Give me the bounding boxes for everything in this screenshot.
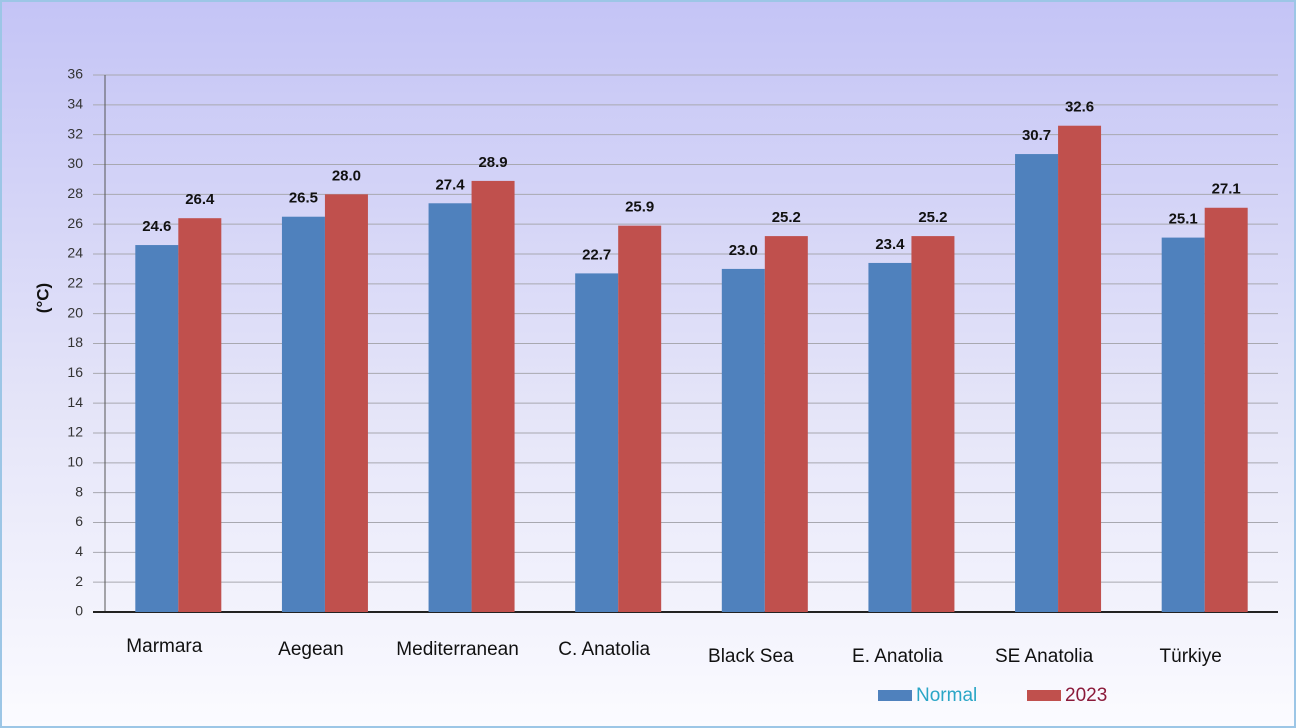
bar (721, 268, 765, 612)
bar (324, 194, 368, 613)
value-label: 30.7 (1022, 127, 1051, 144)
y-tick-label: 30 (67, 155, 83, 171)
y-tick-label: 6 (75, 513, 83, 529)
bar (1015, 154, 1059, 612)
bar (868, 262, 912, 612)
bar (135, 245, 179, 613)
x-tick-label: E. Anatolia (852, 646, 943, 667)
bar (1058, 125, 1102, 612)
legend-label: 2023 (1065, 685, 1107, 706)
legend-swatch (1027, 690, 1061, 701)
y-tick-label: 36 (67, 66, 83, 82)
value-label: 23.4 (875, 236, 905, 253)
y-tick-label: 16 (67, 364, 83, 380)
bar (178, 218, 222, 612)
x-tick-label: Aegean (278, 639, 344, 660)
y-axis-label: (°C) (33, 283, 52, 313)
bar (911, 236, 955, 612)
bar (1161, 237, 1205, 612)
value-label: 28.9 (478, 154, 507, 171)
y-tick-label: 18 (67, 334, 83, 350)
value-label: 26.4 (185, 191, 215, 208)
y-tick-label: 12 (67, 424, 83, 440)
y-tick-label: 20 (67, 304, 83, 320)
value-label: 27.1 (1212, 181, 1241, 198)
bar (281, 216, 325, 613)
value-label: 23.0 (729, 242, 758, 259)
y-tick-label: 14 (67, 394, 83, 410)
x-tick-label: Mediterranean (396, 639, 519, 660)
value-label: 25.9 (625, 199, 654, 216)
y-tick-label: 8 (75, 483, 83, 499)
x-tick-label: Marmara (126, 636, 202, 657)
y-tick-label: 26 (67, 215, 83, 231)
bar (471, 180, 515, 613)
legend-swatch (878, 690, 912, 701)
y-tick-label: 4 (75, 543, 83, 559)
bar (575, 273, 619, 612)
y-tick-label: 22 (67, 275, 83, 291)
value-label: 22.7 (582, 246, 611, 263)
x-tick-label: Black Sea (708, 646, 794, 667)
y-tick-label: 10 (67, 454, 83, 470)
x-tick-label: Türkiye (1160, 646, 1222, 667)
value-label: 25.2 (772, 209, 801, 226)
bar (1204, 207, 1248, 612)
y-tick-label: 34 (67, 96, 83, 112)
x-tick-label: C. Anatolia (558, 639, 650, 660)
y-tick-label: 2 (75, 573, 83, 589)
value-label: 24.6 (142, 218, 171, 235)
y-tick-label: 28 (67, 185, 83, 201)
bar (618, 225, 662, 613)
legend-label: Normal (916, 685, 977, 706)
bar (428, 203, 472, 613)
bar (764, 236, 808, 612)
value-label: 25.1 (1169, 211, 1198, 228)
y-tick-label: 0 (75, 603, 83, 619)
y-tick-label: 32 (67, 125, 83, 141)
value-label: 32.6 (1065, 99, 1094, 116)
y-tick-label: 24 (67, 245, 83, 261)
value-label: 28.0 (332, 167, 361, 184)
value-label: 26.5 (289, 190, 318, 207)
value-label: 27.4 (435, 176, 465, 193)
x-tick-label: SE Anatolia (995, 646, 1094, 667)
value-label: 25.2 (918, 209, 947, 226)
